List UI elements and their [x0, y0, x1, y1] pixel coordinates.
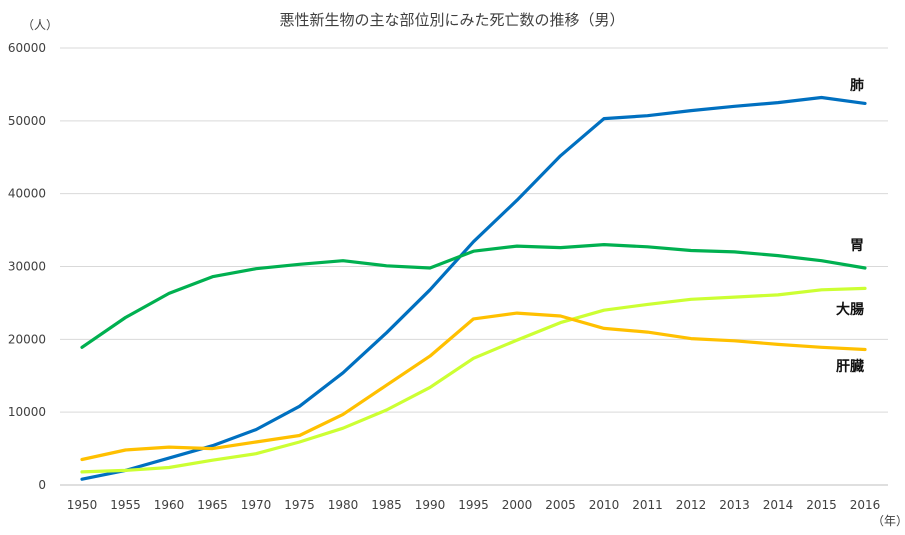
x-tick-label: 2013: [719, 498, 750, 512]
y-tick-label: 0: [38, 478, 46, 492]
series-label: 肝臓: [836, 358, 864, 375]
gridlines: [60, 47, 888, 486]
x-tick-label: 2014: [763, 498, 794, 512]
y-tick-label: 40000: [8, 187, 46, 201]
series-label: 大腸: [836, 301, 864, 318]
x-tick-label: 1990: [415, 498, 446, 512]
series-line: [80, 286, 867, 474]
x-tick-label: 1980: [328, 498, 359, 512]
x-tick-label: 1950: [67, 498, 98, 512]
x-tick-label: 1985: [371, 498, 402, 512]
series-line: [80, 95, 867, 481]
x-tick-label: 1970: [241, 498, 272, 512]
x-tick-label: 2015: [806, 498, 837, 512]
y-axis-unit: （人）: [22, 18, 58, 32]
y-tick-label: 20000: [8, 332, 46, 346]
x-tick-label: 2000: [502, 498, 533, 512]
y-tick-label: 10000: [8, 405, 46, 419]
x-tick-label: 1995: [458, 498, 489, 512]
x-tick-label: 1975: [284, 498, 315, 512]
series-line: [80, 311, 867, 462]
y-tick-label: 30000: [8, 260, 46, 274]
y-tick-label: 60000: [8, 41, 46, 55]
series-label: 胃: [850, 238, 864, 254]
x-tick-label: 1960: [154, 498, 185, 512]
y-tick-label: 50000: [8, 114, 46, 128]
x-tick-label: 1955: [110, 498, 141, 512]
x-tick-label: 2016: [850, 498, 881, 512]
x-tick-label: 2005: [545, 498, 576, 512]
x-tick-label: 1965: [197, 498, 228, 512]
series-line: [80, 243, 867, 349]
chart-title: 悪性新生物の主な部位別にみた死亡数の推移（男）: [279, 11, 624, 29]
x-tick-label: 2012: [676, 498, 707, 512]
x-tick-label: 2011: [632, 498, 663, 512]
series-label: 肺: [850, 78, 864, 94]
x-axis-unit: （年）: [872, 514, 905, 528]
x-tick-label: 2010: [589, 498, 620, 512]
x-axis-ticks: 1950 1955 1960 1965 1970 1975 1980 1985 1990 1995…: [67, 498, 881, 512]
y-axis-ticks: 0 10000 20000 30000 40000 50000 60000: [8, 41, 46, 492]
series-lines: [80, 95, 867, 481]
